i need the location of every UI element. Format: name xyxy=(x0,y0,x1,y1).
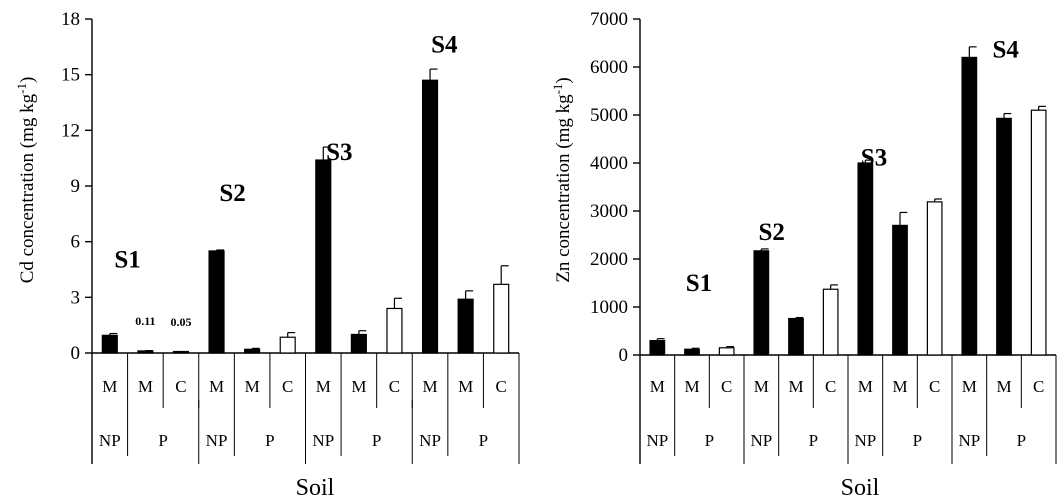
cd-bar xyxy=(279,336,296,354)
cd-category-label: C xyxy=(282,377,293,396)
cd-category-label: C xyxy=(175,377,186,396)
zn-soil-label: S1 xyxy=(686,270,712,297)
zn-category-label: M xyxy=(650,377,665,396)
cd-y-tick-label: 15 xyxy=(61,65,80,86)
cd-y-tick-label: 12 xyxy=(61,120,80,141)
zn-y-tick-label: 2000 xyxy=(590,249,628,270)
zn-treatment-label: NP xyxy=(646,431,668,450)
cd-bar xyxy=(244,348,261,354)
cd-category-label: M xyxy=(138,377,153,396)
cd-category-label: M xyxy=(102,377,117,396)
cd-data-label: 0.11 xyxy=(135,314,155,328)
cd-treatment-label: P xyxy=(479,431,488,450)
cd-bar xyxy=(493,283,510,354)
zn-treatment-label: P xyxy=(705,431,714,450)
cd-y-axis-label: Cd concentration (mg kg-1) xyxy=(14,77,38,284)
cd-bar xyxy=(386,307,403,354)
zn-treatment-label: NP xyxy=(958,431,980,450)
zn-category-label: C xyxy=(825,377,836,396)
cd-category-label: M xyxy=(351,377,366,396)
cd-treatment-label: NP xyxy=(99,431,121,450)
zn-bar xyxy=(892,224,908,356)
zn-category-label: M xyxy=(754,377,769,396)
zn-bar xyxy=(649,340,666,356)
zn-y-tick-label: 0 xyxy=(619,345,629,366)
zn-y-tick-label: 4000 xyxy=(590,153,628,174)
zn-y-tick-label: 6000 xyxy=(590,57,628,78)
zn-chart-panel: Zn concentration (mg kg-1) Soil 0 1000 200… xyxy=(550,9,1057,501)
cd-category-label: M xyxy=(245,377,260,396)
cd-category-label: M xyxy=(316,377,331,396)
zn-soil-label: S3 xyxy=(861,144,887,171)
zn-treatment-label: NP xyxy=(854,431,876,450)
cd-category-label: C xyxy=(496,377,507,396)
zn-y-axis-label: Zn concentration (mg kg-1) xyxy=(550,77,574,283)
zn-x-axis-label: Soil xyxy=(841,475,880,501)
zn-bar xyxy=(753,250,770,356)
zn-bar xyxy=(1030,109,1047,356)
cd-soil-label: S4 xyxy=(431,31,458,58)
cd-y-tick-label: 18 xyxy=(61,9,80,30)
zn-y-tick-label: 7000 xyxy=(590,9,628,30)
cd-treatment-label: P xyxy=(265,431,274,450)
zn-treatment-label: P xyxy=(809,431,818,450)
cd-data-label: 0.05 xyxy=(170,315,191,329)
zn-category-label: M xyxy=(892,377,907,396)
zn-treatment-label: P xyxy=(913,431,922,450)
zn-category-label: M xyxy=(788,377,803,396)
cd-treatment-label: NP xyxy=(206,431,228,450)
zn-category-label: M xyxy=(962,377,977,396)
cd-treatment-label: P xyxy=(158,431,167,450)
zn-category-label: C xyxy=(929,377,940,396)
zn-category-label: C xyxy=(721,377,732,396)
cd-category-label: C xyxy=(389,377,400,396)
zn-treatment-label: P xyxy=(1017,431,1026,450)
cd-treatment-label: P xyxy=(372,431,381,450)
cd-soil-label: S3 xyxy=(326,139,352,166)
zn-bar xyxy=(857,162,874,356)
cd-category-label: M xyxy=(422,377,437,396)
zn-bar xyxy=(684,348,700,356)
cd-bar xyxy=(101,334,118,354)
zn-treatment-label: NP xyxy=(750,431,772,450)
cd-x-axis-label: Soil xyxy=(296,475,335,501)
zn-bar xyxy=(996,117,1012,356)
cd-bar xyxy=(137,350,154,354)
zn-bar xyxy=(961,56,978,356)
cd-bar xyxy=(208,250,225,354)
cd-bar xyxy=(315,159,332,354)
cd-chart-panel: Cd concentration (mg kg-1) Soil 0 3 6 9 12 15… xyxy=(14,9,520,501)
zn-y-tick-label: 5000 xyxy=(590,105,628,126)
zn-bar xyxy=(822,288,839,356)
zn-bar xyxy=(788,317,804,356)
cd-soil-label: S1 xyxy=(114,247,140,274)
cd-treatment-label: NP xyxy=(419,431,441,450)
cd-treatment-label: NP xyxy=(312,431,334,450)
cd-bar xyxy=(421,79,439,354)
zn-category-label: M xyxy=(858,377,873,396)
zn-soil-label: S2 xyxy=(759,219,785,246)
zn-y-tick-label: 3000 xyxy=(590,201,628,222)
cd-y-tick-label: 3 xyxy=(71,287,81,308)
zn-category-label: M xyxy=(996,377,1011,396)
cd-y-tick-label: 6 xyxy=(71,232,81,253)
zn-bar xyxy=(926,201,943,356)
cd-soil-label: S2 xyxy=(219,180,245,207)
cd-category-label: M xyxy=(209,377,224,396)
cd-bar xyxy=(350,333,367,354)
zn-y-tick-label: 1000 xyxy=(590,297,628,318)
zn-category-label: M xyxy=(684,377,699,396)
zn-category-label: C xyxy=(1033,377,1044,396)
cd-bar xyxy=(457,298,474,354)
zn-bar xyxy=(718,347,735,356)
cd-y-tick-label: 0 xyxy=(71,343,81,364)
cd-y-tick-label: 9 xyxy=(71,176,81,197)
zn-soil-label: S4 xyxy=(993,36,1020,63)
cd-category-label: M xyxy=(458,377,473,396)
